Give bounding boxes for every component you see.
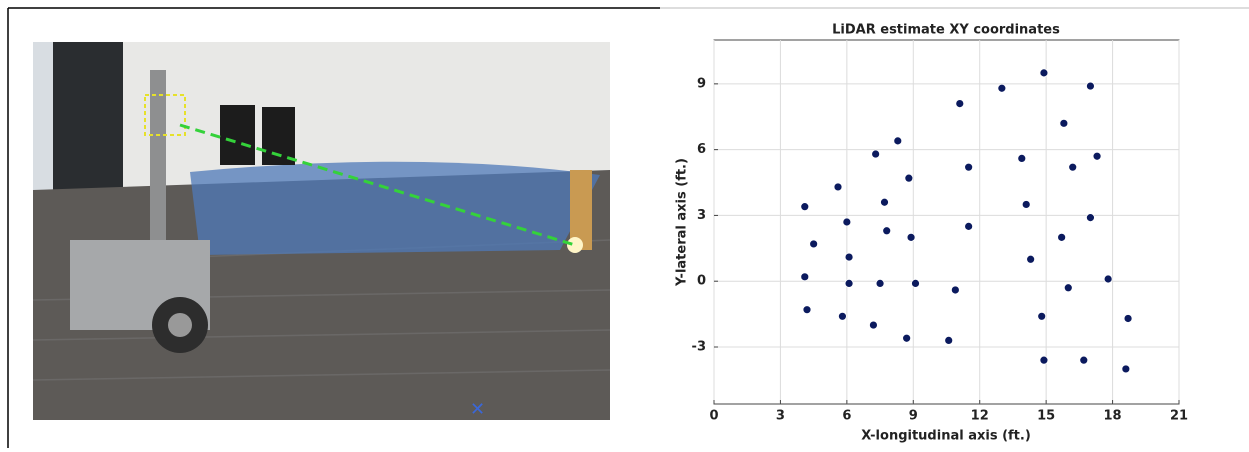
point bbox=[1057, 232, 1067, 242]
y-tick-label: 0 bbox=[697, 274, 706, 289]
point bbox=[964, 221, 974, 231]
point bbox=[906, 232, 916, 242]
point bbox=[893, 136, 903, 146]
point bbox=[1021, 200, 1031, 209]
x-tick-label: 18 bbox=[1104, 409, 1122, 424]
point bbox=[875, 278, 885, 288]
y-tick-label: 3 bbox=[697, 208, 706, 223]
point bbox=[904, 173, 914, 183]
chart: LiDAR estimate XY coordinates X-longitud… bbox=[675, 23, 1189, 444]
point bbox=[844, 278, 854, 288]
x-axis-label: X-longitudinal axis (ft.) bbox=[861, 429, 1031, 444]
point bbox=[1039, 355, 1049, 365]
point bbox=[1039, 68, 1049, 78]
y-tick-label: 6 bbox=[697, 142, 706, 157]
x-tick-label: 3 bbox=[776, 409, 785, 424]
chart-title: LiDAR estimate XY coordinates bbox=[832, 23, 1060, 38]
point bbox=[1059, 118, 1069, 128]
x-tick-label: 0 bbox=[709, 409, 718, 424]
plot-area bbox=[713, 39, 1180, 405]
x-tick-label: 21 bbox=[1170, 409, 1188, 424]
point bbox=[1092, 151, 1102, 161]
point bbox=[1121, 364, 1131, 374]
point bbox=[802, 305, 812, 315]
point bbox=[911, 278, 920, 288]
point bbox=[1026, 254, 1036, 264]
point bbox=[950, 285, 960, 295]
point bbox=[1079, 355, 1089, 365]
y-tick-label: -3 bbox=[692, 339, 706, 354]
point bbox=[997, 83, 1007, 93]
point bbox=[902, 333, 912, 343]
x-tick-label: 15 bbox=[1037, 409, 1055, 424]
point bbox=[842, 217, 852, 227]
point bbox=[1086, 81, 1095, 91]
point bbox=[800, 272, 810, 282]
point bbox=[1068, 162, 1078, 172]
y-axis-label: Y-lateral axis (ft.) bbox=[675, 158, 690, 287]
point bbox=[1063, 283, 1073, 293]
point bbox=[838, 311, 847, 321]
point bbox=[964, 162, 974, 172]
point bbox=[882, 226, 892, 236]
point bbox=[1017, 154, 1027, 163]
point bbox=[833, 182, 843, 192]
point bbox=[871, 149, 881, 159]
point bbox=[944, 336, 954, 345]
photo: ✕ bbox=[32, 42, 611, 420]
point bbox=[1103, 274, 1113, 284]
x-tick-label: 9 bbox=[909, 409, 918, 424]
point bbox=[809, 239, 819, 249]
point bbox=[869, 320, 878, 330]
point bbox=[1086, 213, 1095, 223]
y-tick-label: 9 bbox=[697, 76, 706, 91]
svg-text:✕: ✕ bbox=[470, 399, 485, 420]
point bbox=[1123, 314, 1133, 323]
point bbox=[844, 252, 854, 262]
point bbox=[1037, 311, 1047, 321]
point bbox=[800, 202, 810, 212]
point bbox=[955, 99, 965, 108]
x-tick-label: 12 bbox=[971, 409, 989, 424]
x-tick-label: 6 bbox=[842, 409, 851, 424]
point bbox=[880, 197, 889, 207]
frame bbox=[7, 7, 1249, 448]
